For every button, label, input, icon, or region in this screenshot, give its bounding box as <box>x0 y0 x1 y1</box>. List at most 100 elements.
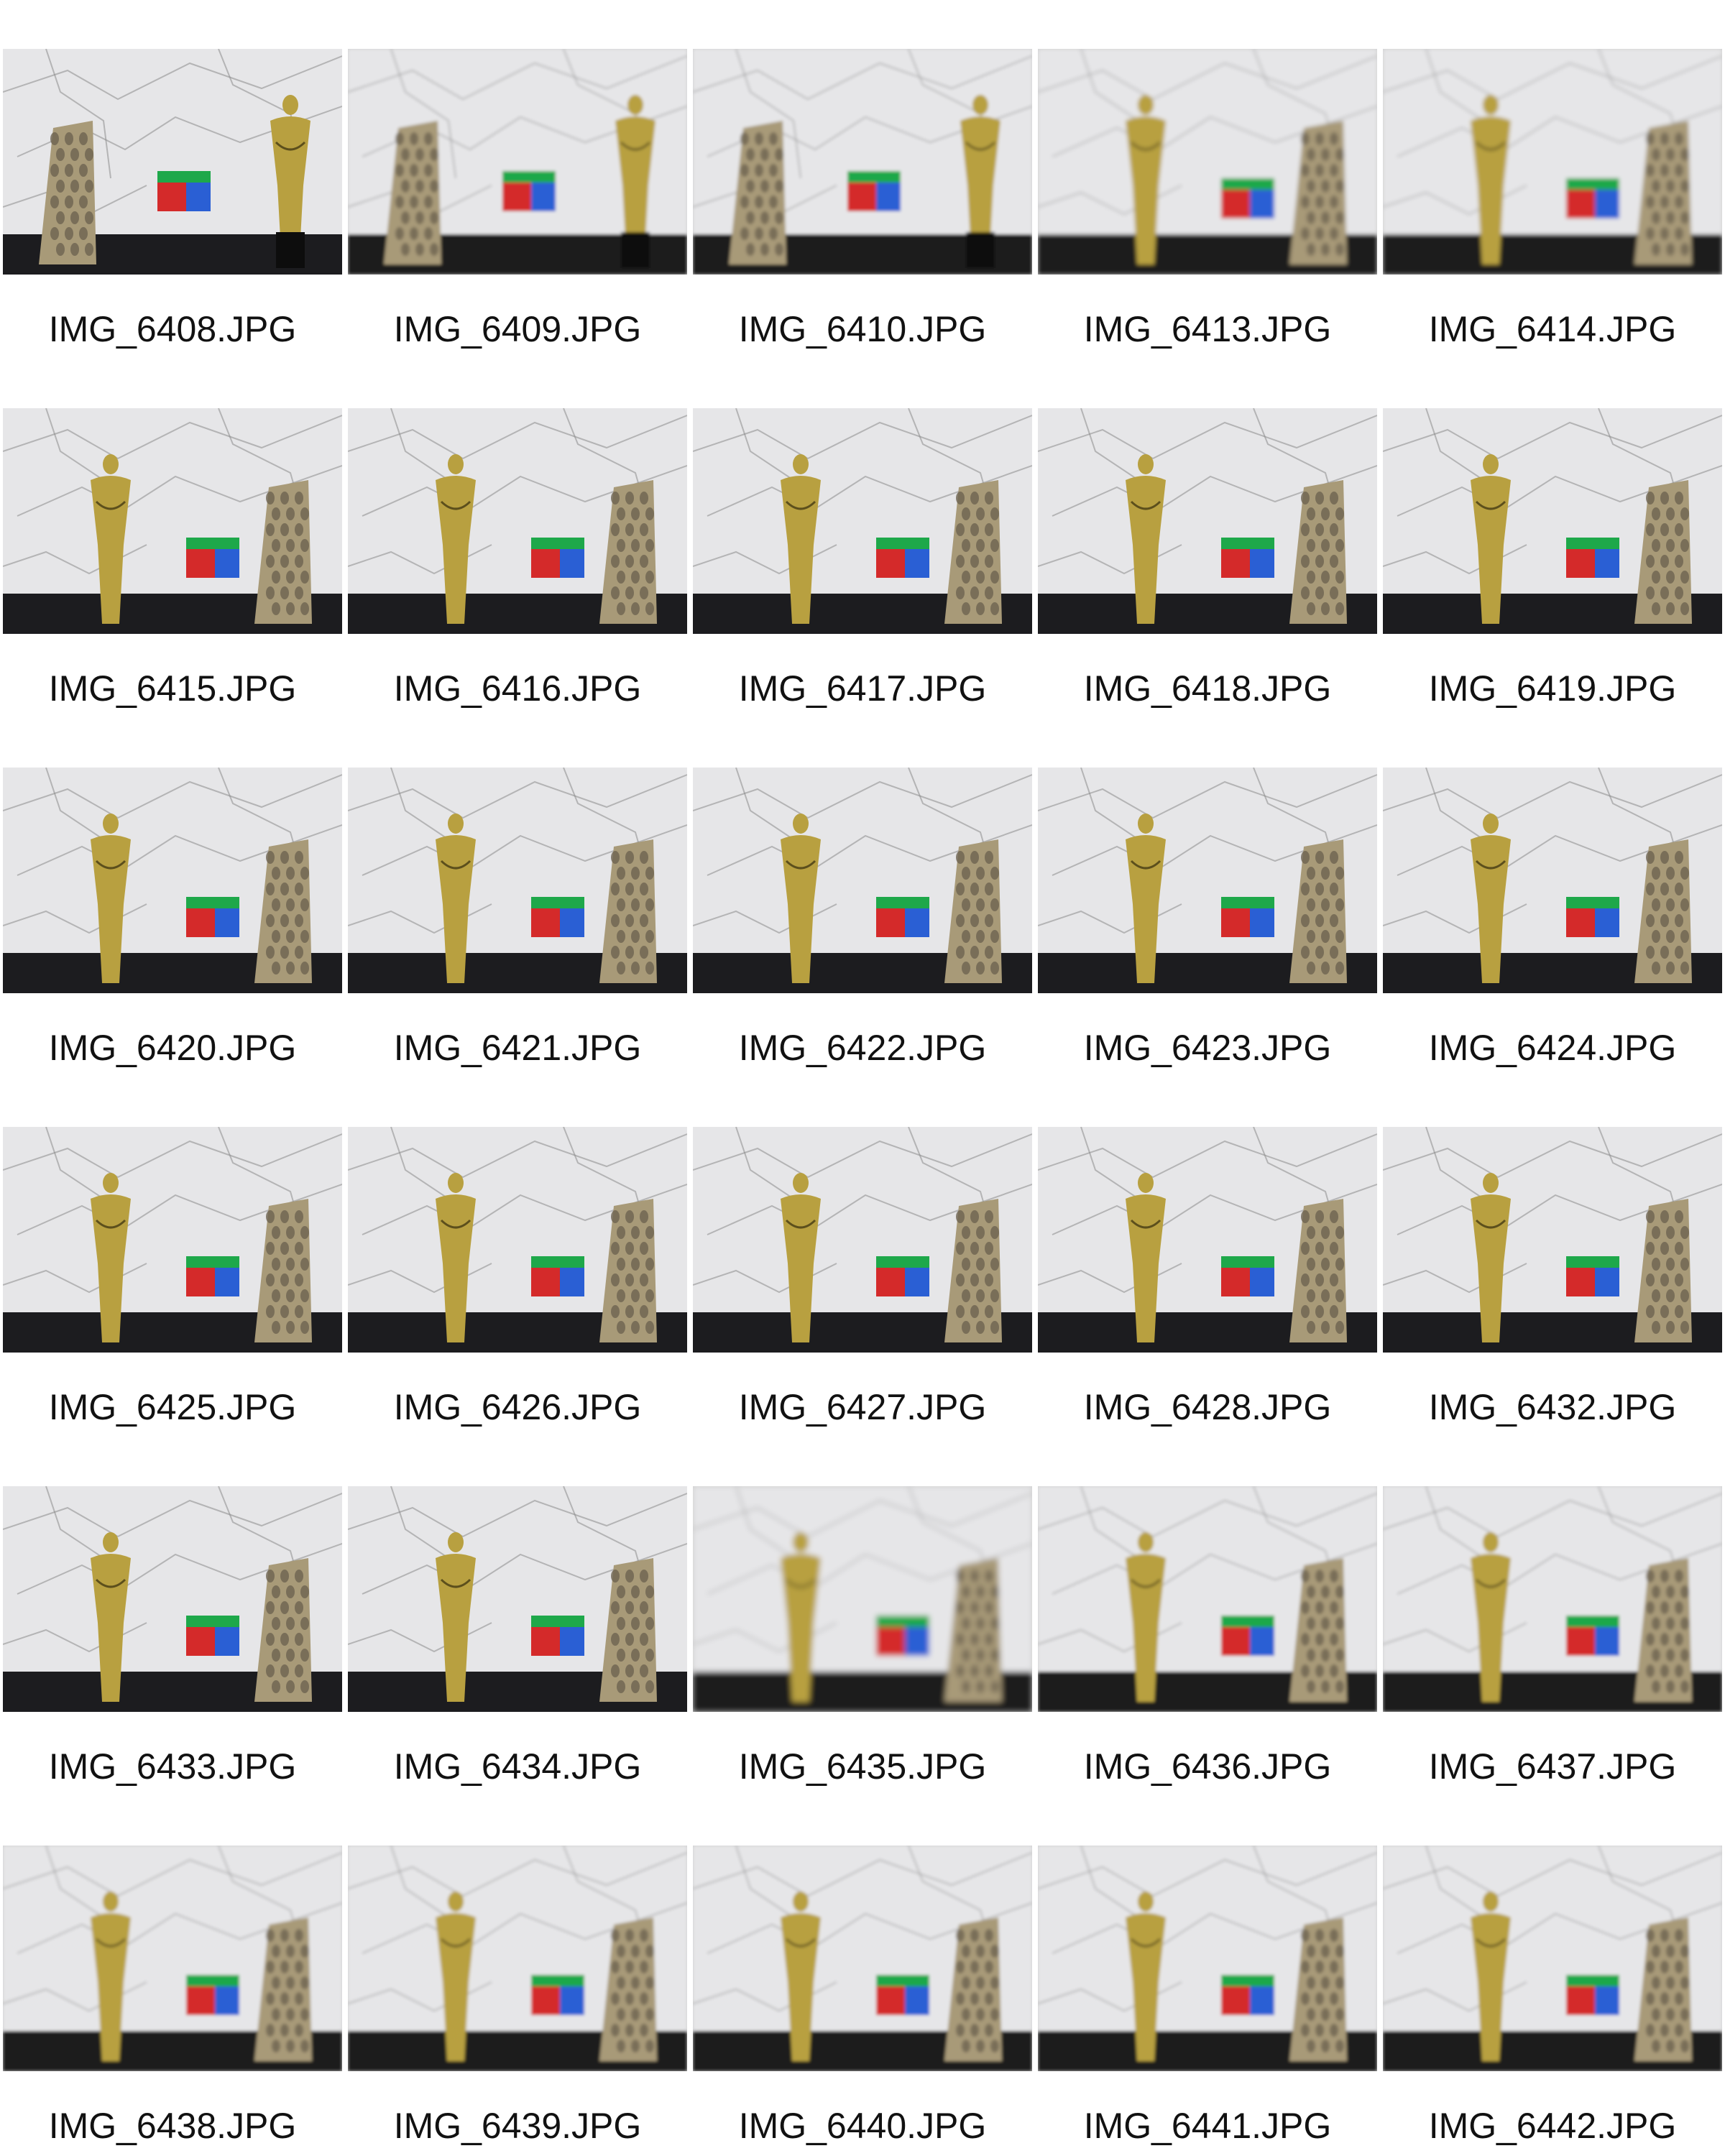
thumbnail-cell[interactable]: IMG_6421.JPG <box>348 768 687 1068</box>
photo-scene <box>1038 49 1377 275</box>
photo-thumbnail[interactable] <box>1383 768 1722 993</box>
thumbnail-cell[interactable]: IMG_6432.JPG <box>1383 1127 1722 1427</box>
photo-thumbnail[interactable] <box>693 768 1032 993</box>
photo-thumbnail[interactable] <box>693 408 1032 634</box>
thumbnail-cell[interactable]: IMG_6440.JPG <box>693 1846 1032 2146</box>
filename-caption: IMG_6426.JPG <box>393 1387 642 1427</box>
photo-thumbnail[interactable] <box>348 768 687 993</box>
photo-scene <box>693 1486 1032 1712</box>
thumbnail-cell[interactable]: IMG_6437.JPG <box>1383 1486 1722 1787</box>
filename-caption: IMG_6436.JPG <box>1083 1746 1332 1787</box>
thumbnail-cell[interactable]: IMG_6436.JPG <box>1038 1486 1377 1787</box>
photo-thumbnail[interactable] <box>693 1486 1032 1712</box>
photo-thumbnail[interactable] <box>1038 768 1377 993</box>
photo-thumbnail[interactable] <box>693 49 1032 275</box>
thumbnail-cell[interactable]: IMG_6441.JPG <box>1038 1846 1377 2146</box>
thumbnail-cell[interactable]: IMG_6419.JPG <box>1383 408 1722 709</box>
thumbnail-cell[interactable]: IMG_6434.JPG <box>348 1486 687 1787</box>
filename-caption: IMG_6435.JPG <box>738 1746 987 1787</box>
thumbnail-cell[interactable]: IMG_6425.JPG <box>3 1127 342 1427</box>
photo-thumbnail[interactable] <box>348 49 687 275</box>
filename-caption: IMG_6415.JPG <box>48 668 297 709</box>
photo-thumbnail[interactable] <box>1383 1846 1722 2071</box>
photo-thumbnail[interactable] <box>1038 408 1377 634</box>
thumbnail-cell[interactable]: IMG_6409.JPG <box>348 49 687 349</box>
photo-thumbnail[interactable] <box>1038 1846 1377 2071</box>
thumbnail-cell[interactable]: IMG_6413.JPG <box>1038 49 1377 349</box>
thumbnail-cell[interactable]: IMG_6428.JPG <box>1038 1127 1377 1427</box>
thumbnail-cell[interactable]: IMG_6438.JPG <box>3 1846 342 2146</box>
filename-caption: IMG_6428.JPG <box>1083 1387 1332 1427</box>
photo-scene <box>1383 1846 1722 2071</box>
filename-caption: IMG_6418.JPG <box>1083 668 1332 709</box>
thumbnail-cell[interactable]: IMG_6420.JPG <box>3 768 342 1068</box>
filename-caption: IMG_6422.JPG <box>738 1028 987 1068</box>
thumbnail-cell[interactable]: IMG_6408.JPG <box>3 49 342 349</box>
photo-scene <box>1383 1486 1722 1712</box>
photo-thumbnail[interactable] <box>1383 408 1722 634</box>
photo-scene <box>3 1486 342 1712</box>
thumbnail-cell[interactable]: IMG_6424.JPG <box>1383 768 1722 1068</box>
thumbnail-cell[interactable]: IMG_6414.JPG <box>1383 49 1722 349</box>
photo-thumbnail[interactable] <box>3 49 342 275</box>
photo-thumbnail[interactable] <box>1038 1127 1377 1353</box>
photo-scene <box>693 408 1032 634</box>
filename-caption: IMG_6432.JPG <box>1428 1387 1677 1427</box>
photo-thumbnail[interactable] <box>1383 1127 1722 1353</box>
thumbnail-cell[interactable]: IMG_6418.JPG <box>1038 408 1377 709</box>
thumbnail-cell[interactable]: IMG_6433.JPG <box>3 1486 342 1787</box>
thumbnail-cell[interactable]: IMG_6410.JPG <box>693 49 1032 349</box>
filename-caption: IMG_6410.JPG <box>738 309 987 349</box>
photo-scene <box>348 408 687 634</box>
photo-scene <box>1038 1486 1377 1712</box>
photo-scene <box>3 768 342 993</box>
photo-thumbnail[interactable] <box>1038 49 1377 275</box>
photo-thumbnail[interactable] <box>3 1486 342 1712</box>
photo-scene <box>3 49 342 275</box>
photo-thumbnail[interactable] <box>348 1127 687 1353</box>
photo-thumbnail[interactable] <box>3 1846 342 2071</box>
photo-scene <box>3 408 342 634</box>
filename-caption: IMG_6425.JPG <box>48 1387 297 1427</box>
photo-scene <box>3 1846 342 2071</box>
filename-caption: IMG_6424.JPG <box>1428 1028 1677 1068</box>
filename-caption: IMG_6439.JPG <box>393 2106 642 2146</box>
photo-scene <box>1383 768 1722 993</box>
filename-caption: IMG_6419.JPG <box>1428 668 1677 709</box>
thumbnail-cell[interactable]: IMG_6435.JPG <box>693 1486 1032 1787</box>
thumbnail-cell[interactable]: IMG_6427.JPG <box>693 1127 1032 1427</box>
filename-caption: IMG_6437.JPG <box>1428 1746 1677 1787</box>
thumbnail-cell[interactable]: IMG_6422.JPG <box>693 768 1032 1068</box>
photo-thumbnail[interactable] <box>348 1486 687 1712</box>
thumbnail-cell[interactable]: IMG_6415.JPG <box>3 408 342 709</box>
thumbnail-cell[interactable]: IMG_6417.JPG <box>693 408 1032 709</box>
thumbnail-cell[interactable]: IMG_6416.JPG <box>348 408 687 709</box>
photo-thumbnail[interactable] <box>3 768 342 993</box>
photo-thumbnail[interactable] <box>1383 1486 1722 1712</box>
photo-thumbnail[interactable] <box>693 1846 1032 2071</box>
photo-scene <box>3 1127 342 1353</box>
photo-scene <box>1038 1127 1377 1353</box>
thumbnail-cell[interactable]: IMG_6426.JPG <box>348 1127 687 1427</box>
photo-scene <box>348 1486 687 1712</box>
photo-thumbnail[interactable] <box>348 1846 687 2071</box>
photo-thumbnail[interactable] <box>1383 49 1722 275</box>
filename-caption: IMG_6409.JPG <box>393 309 642 349</box>
photo-thumbnail[interactable] <box>3 408 342 634</box>
photo-scene <box>693 768 1032 993</box>
photo-thumbnail[interactable] <box>3 1127 342 1353</box>
filename-caption: IMG_6413.JPG <box>1083 309 1332 349</box>
filename-caption: IMG_6414.JPG <box>1428 309 1677 349</box>
thumbnail-cell[interactable]: IMG_6439.JPG <box>348 1846 687 2146</box>
photo-thumbnail[interactable] <box>693 1127 1032 1353</box>
photo-scene <box>348 1127 687 1353</box>
photo-thumbnail[interactable] <box>348 408 687 634</box>
thumbnail-cell[interactable]: IMG_6423.JPG <box>1038 768 1377 1068</box>
thumbnail-cell[interactable]: IMG_6442.JPG <box>1383 1846 1722 2146</box>
photo-scene <box>1038 1846 1377 2071</box>
photo-thumbnail[interactable] <box>1038 1486 1377 1712</box>
photo-scene <box>1383 408 1722 634</box>
filename-caption: IMG_6416.JPG <box>393 668 642 709</box>
photo-scene <box>1383 1127 1722 1353</box>
